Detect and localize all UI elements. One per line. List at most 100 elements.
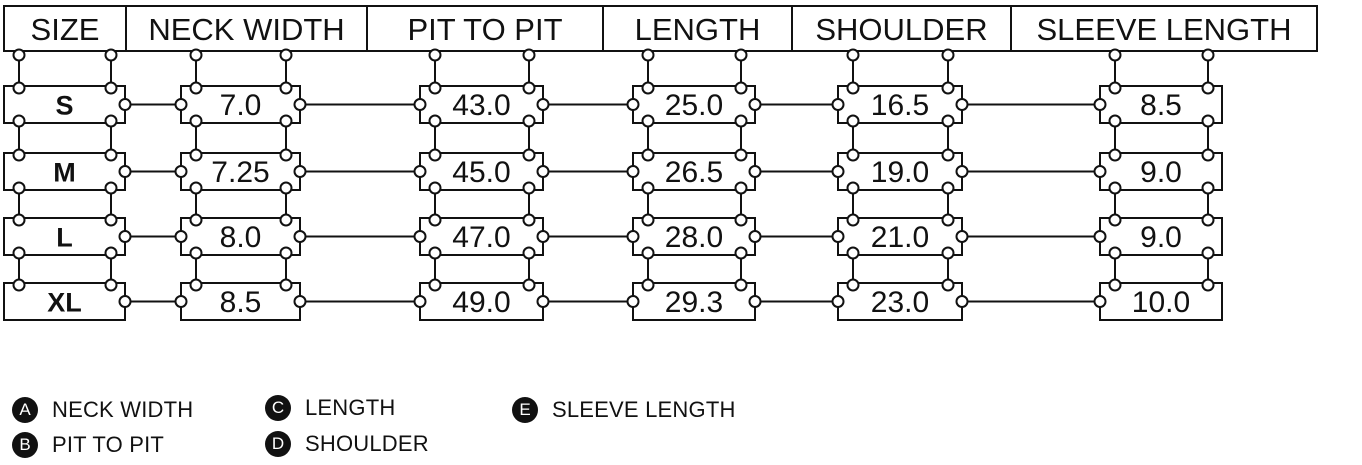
- knob-icon: [1201, 81, 1215, 95]
- knob-icon: [831, 295, 845, 308]
- knob-icon: [279, 114, 293, 128]
- value-cell: [632, 282, 756, 321]
- size-label: XL: [47, 288, 82, 318]
- knob-icon: [641, 278, 655, 292]
- value-label: 9.0: [1140, 221, 1182, 254]
- header-size: SIZE: [31, 12, 100, 47]
- knob-icon: [428, 246, 442, 260]
- legend-item-sleeve-length: E SLEEVE LENGTH: [512, 395, 736, 425]
- knob-icon: [641, 81, 655, 95]
- knob-icon: [279, 148, 293, 162]
- knob-icon: [1108, 213, 1122, 227]
- knob-layer: [12, 48, 1215, 308]
- knob-icon: [955, 295, 969, 308]
- knob-icon: [174, 165, 188, 178]
- knob-icon: [413, 295, 427, 308]
- knob-icon: [626, 165, 640, 178]
- knob-icon: [189, 81, 203, 95]
- knob-icon: [734, 148, 748, 162]
- knob-icon: [734, 278, 748, 292]
- knob-icon: [846, 181, 860, 195]
- knob-icon: [1201, 213, 1215, 227]
- legend-label: SLEEVE LENGTH: [552, 397, 736, 422]
- knob-icon: [118, 165, 132, 178]
- knob-icon: [174, 295, 188, 308]
- legend-label: SHOULDER: [305, 431, 429, 456]
- knob-icon: [279, 246, 293, 260]
- badge-d-icon: D: [265, 431, 291, 457]
- knob-icon: [293, 165, 307, 178]
- value-label: 19.0: [871, 156, 929, 189]
- legend-item-length: C LENGTH: [265, 393, 395, 423]
- knob-icon: [941, 48, 955, 62]
- knob-icon: [104, 114, 118, 128]
- knob-icon: [279, 48, 293, 62]
- knob-icon: [846, 114, 860, 128]
- knob-icon: [941, 278, 955, 292]
- knob-icon: [641, 213, 655, 227]
- knob-icon: [734, 81, 748, 95]
- knob-icon: [1108, 48, 1122, 62]
- knob-icon: [734, 213, 748, 227]
- knob-icon: [734, 246, 748, 260]
- size-cell: [3, 85, 126, 124]
- size-cell: [3, 282, 126, 321]
- knob-icon: [104, 213, 118, 227]
- value-cell: [1099, 217, 1223, 256]
- knob-icon: [626, 295, 640, 308]
- badge-b-icon: B: [12, 432, 38, 458]
- knob-icon: [536, 295, 550, 308]
- knob-icon: [748, 165, 762, 178]
- header-neck-width: NECK WIDTH: [148, 12, 344, 47]
- value-label: 49.0: [452, 286, 510, 319]
- knob-icon: [118, 98, 132, 111]
- knob-icon: [428, 181, 442, 195]
- knob-icon: [1108, 81, 1122, 95]
- knob-icon: [941, 246, 955, 260]
- knob-icon: [955, 230, 969, 243]
- knob-icon: [189, 114, 203, 128]
- knob-icon: [189, 278, 203, 292]
- knob-icon: [118, 295, 132, 308]
- size-label: M: [53, 158, 76, 188]
- knob-icon: [522, 213, 536, 227]
- knob-icon: [1201, 181, 1215, 195]
- knob-icon: [522, 48, 536, 62]
- knob-icon: [846, 48, 860, 62]
- knob-icon: [189, 213, 203, 227]
- value-label: 43.0: [452, 89, 510, 122]
- knob-icon: [734, 48, 748, 62]
- header-sleeve-length: SLEEVE LENGTH: [1037, 12, 1292, 47]
- header-length: LENGTH: [635, 12, 761, 47]
- knob-icon: [734, 114, 748, 128]
- knob-icon: [941, 213, 955, 227]
- knob-icon: [641, 181, 655, 195]
- knob-icon: [522, 278, 536, 292]
- knob-icon: [12, 278, 26, 292]
- knob-icon: [189, 246, 203, 260]
- knob-icon: [104, 181, 118, 195]
- value-label: 45.0: [452, 156, 510, 189]
- knob-icon: [536, 230, 550, 243]
- knob-icon: [293, 295, 307, 308]
- knob-icon: [1108, 148, 1122, 162]
- value-label: 8.5: [1140, 89, 1182, 122]
- value-label: 16.5: [871, 89, 929, 122]
- value-label: 7.25: [211, 156, 269, 189]
- knob-icon: [293, 98, 307, 111]
- knob-icon: [536, 98, 550, 111]
- header-pit-to-pit: PIT TO PIT: [407, 12, 562, 47]
- knob-icon: [831, 230, 845, 243]
- legend-item-pit-to-pit: B PIT TO PIT: [12, 430, 164, 460]
- knob-icon: [189, 148, 203, 162]
- knob-icon: [1093, 230, 1107, 243]
- knob-icon: [104, 48, 118, 62]
- knob-icon: [279, 213, 293, 227]
- knob-icon: [428, 114, 442, 128]
- knob-icon: [846, 81, 860, 95]
- badge-c-icon: C: [265, 395, 291, 421]
- knob-icon: [279, 181, 293, 195]
- knob-icon: [1093, 98, 1107, 111]
- value-label: 29.3: [665, 286, 723, 319]
